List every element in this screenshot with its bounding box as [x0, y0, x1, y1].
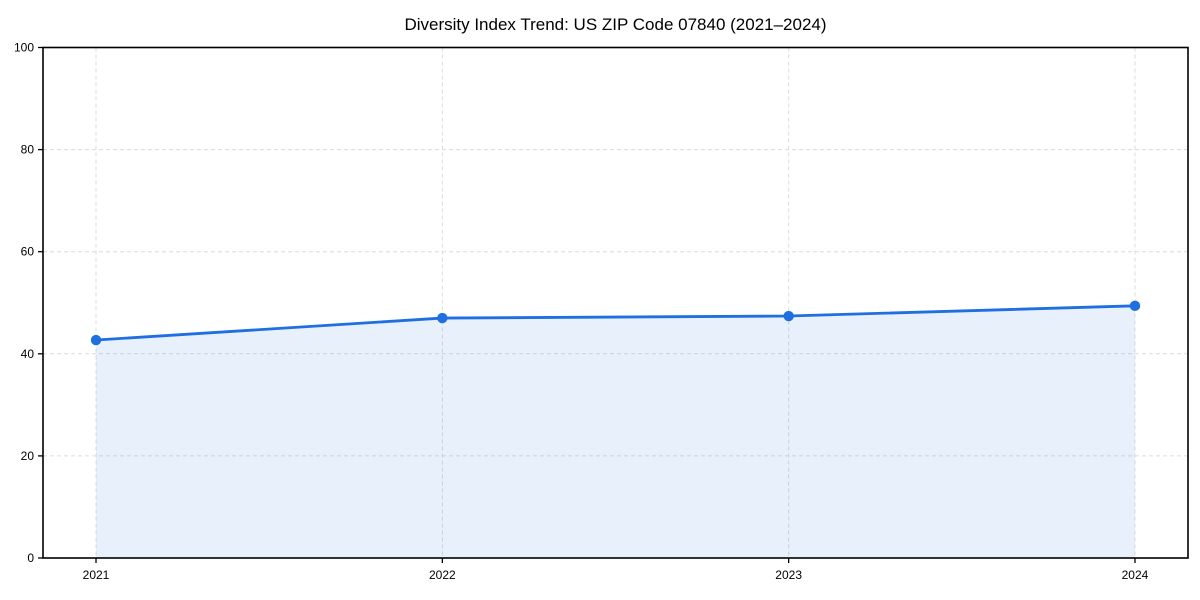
x-tick-label-2022: 2022	[429, 568, 456, 582]
y-tick-label-60: 60	[21, 245, 35, 259]
data-point-2022	[437, 312, 448, 324]
plot-area: 0 20 40 60 80 100 2021 2022 2023 2024	[14, 41, 1189, 582]
data-point-2024	[1129, 300, 1141, 312]
data-point-2023	[783, 310, 794, 322]
y-tick-label-40: 40	[21, 347, 35, 361]
x-tick-label-2023: 2023	[775, 568, 802, 582]
trend-line-diversity-index	[94, 304, 1137, 342]
chart-title: Diversity Index Trend: US ZIP Code 07840…	[404, 15, 826, 34]
y-tick-label-100: 100	[14, 41, 34, 55]
x-tick-label-2024: 2024	[1122, 568, 1149, 582]
data-point-2021	[90, 334, 102, 346]
plot-border	[42, 46, 1189, 559]
y-tick-label-0: 0	[27, 551, 34, 565]
y-tick-label-20: 20	[21, 449, 35, 463]
y-tick-label-80: 80	[21, 143, 35, 157]
area-fill	[96, 305, 1135, 558]
x-tick-label-2021: 2021	[83, 568, 110, 582]
